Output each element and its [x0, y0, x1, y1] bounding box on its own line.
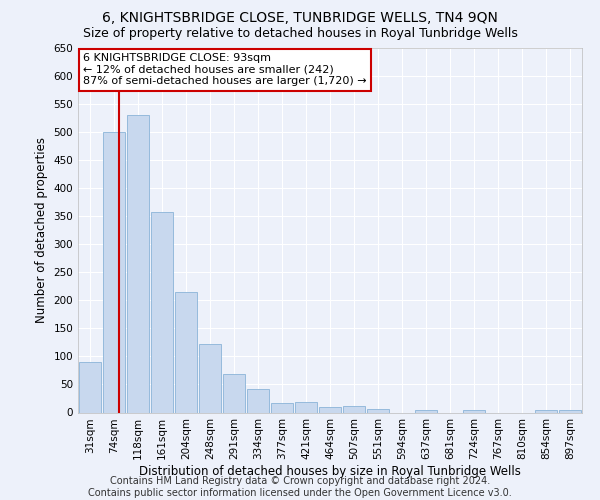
X-axis label: Distribution of detached houses by size in Royal Tunbridge Wells: Distribution of detached houses by size … [139, 465, 521, 478]
Bar [223, 374, 245, 412]
Bar [463, 410, 485, 412]
Bar [151, 212, 173, 412]
Bar [367, 408, 389, 412]
Text: Size of property relative to detached houses in Royal Tunbridge Wells: Size of property relative to detached ho… [83, 28, 517, 40]
Bar [319, 407, 341, 412]
Text: Contains HM Land Registry data © Crown copyright and database right 2024.
Contai: Contains HM Land Registry data © Crown c… [88, 476, 512, 498]
Bar [175, 292, 197, 412]
Bar [127, 115, 149, 412]
Text: 6 KNIGHTSBRIDGE CLOSE: 93sqm
← 12% of detached houses are smaller (242)
87% of s: 6 KNIGHTSBRIDGE CLOSE: 93sqm ← 12% of de… [83, 53, 367, 86]
Bar [415, 410, 437, 412]
Bar [79, 362, 101, 412]
Bar [271, 403, 293, 412]
Bar [559, 410, 581, 412]
Bar [535, 410, 557, 412]
Bar [103, 132, 125, 412]
Bar [247, 389, 269, 412]
Bar [199, 344, 221, 412]
Y-axis label: Number of detached properties: Number of detached properties [35, 137, 48, 323]
Bar [343, 406, 365, 412]
Bar [295, 402, 317, 412]
Text: 6, KNIGHTSBRIDGE CLOSE, TUNBRIDGE WELLS, TN4 9QN: 6, KNIGHTSBRIDGE CLOSE, TUNBRIDGE WELLS,… [102, 11, 498, 25]
